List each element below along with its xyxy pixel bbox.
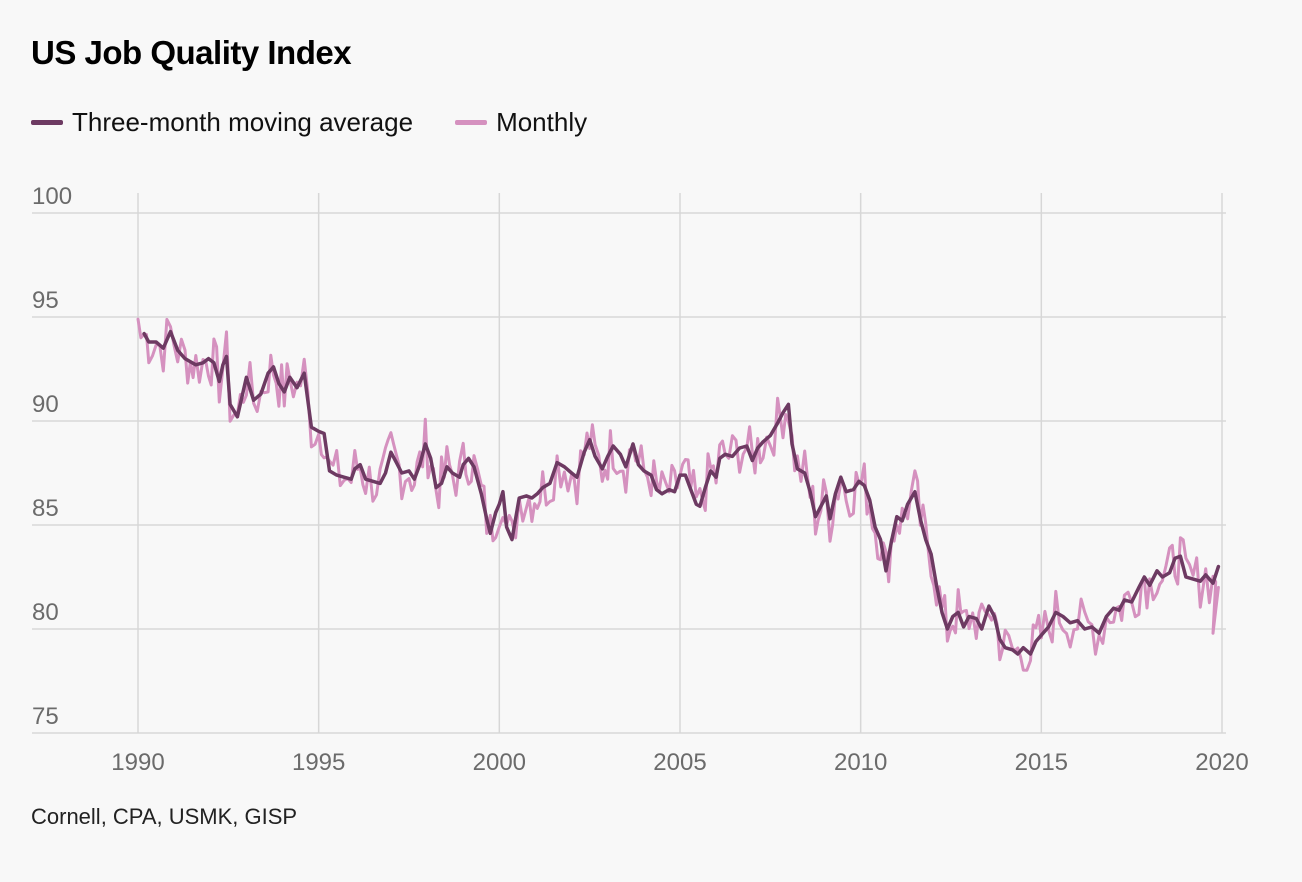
series-line-three-month-moving-average: [142, 329, 1221, 656]
source-note: Cornell, CPA, USMK, GISP: [31, 804, 298, 829]
y-tick-label-100: 100: [32, 183, 72, 210]
x-tick-label-2010: 2010: [834, 749, 887, 776]
x-tick-label-2015: 2015: [1015, 749, 1068, 776]
legend-label-monthly: Monthly: [496, 107, 588, 137]
chart-title: US Job Quality Index: [31, 34, 352, 71]
legend: Three-month moving average Monthly: [31, 107, 629, 138]
y-tick-label-85: 85: [32, 495, 59, 522]
y-tick-label-95: 95: [32, 287, 59, 314]
legend-item-three-month: Three-month moving average: [31, 107, 413, 138]
legend-swatch-three-month: [31, 120, 63, 125]
x-tick-label-1990: 1990: [111, 749, 164, 776]
legend-item-monthly: Monthly: [455, 107, 587, 138]
y-tick-label-90: 90: [32, 391, 59, 418]
y-tick-label-75: 75: [32, 703, 59, 730]
x-tick-label-2020: 2020: [1195, 749, 1248, 776]
x-tick-label-2000: 2000: [473, 749, 526, 776]
legend-label-three-month: Three-month moving average: [72, 107, 414, 137]
x-tick-label-2005: 2005: [653, 749, 706, 776]
series-line-monthly: [136, 317, 1220, 672]
x-tick-label-1995: 1995: [292, 749, 345, 776]
y-tick-label-80: 80: [32, 599, 59, 626]
legend-swatch-monthly: [455, 120, 488, 125]
